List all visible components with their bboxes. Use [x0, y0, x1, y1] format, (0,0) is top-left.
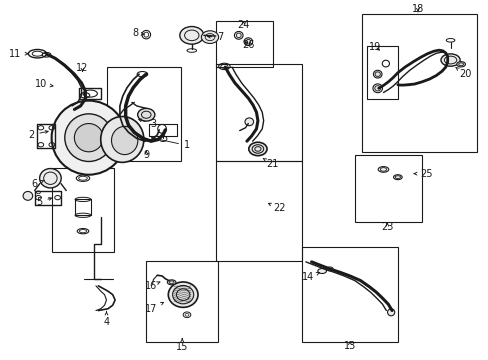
Ellipse shape	[244, 38, 252, 46]
Circle shape	[180, 27, 203, 44]
Text: 4: 4	[103, 311, 109, 327]
Text: 2: 2	[28, 130, 48, 140]
Bar	[215, 21, 273, 67]
Ellipse shape	[393, 175, 401, 180]
Bar	[146, 261, 218, 342]
Text: 14: 14	[301, 272, 319, 282]
Text: 16: 16	[144, 281, 160, 291]
Text: 21: 21	[263, 158, 278, 169]
Ellipse shape	[456, 62, 465, 67]
Ellipse shape	[377, 167, 388, 172]
Circle shape	[137, 108, 155, 121]
Text: 6: 6	[31, 179, 43, 189]
Text: 19: 19	[368, 42, 380, 51]
Text: 20: 20	[455, 67, 470, 79]
Bar	[52, 168, 114, 252]
Text: 1: 1	[151, 137, 190, 150]
Bar	[215, 161, 302, 261]
Bar	[215, 64, 302, 161]
Ellipse shape	[440, 54, 459, 66]
Bar	[107, 67, 181, 161]
Bar	[354, 155, 421, 222]
Ellipse shape	[52, 101, 125, 175]
Text: 24: 24	[237, 21, 249, 31]
Ellipse shape	[168, 282, 198, 307]
Bar	[302, 247, 397, 342]
Ellipse shape	[74, 123, 103, 152]
Ellipse shape	[248, 142, 266, 156]
Text: 12: 12	[76, 63, 88, 73]
Ellipse shape	[167, 280, 176, 285]
Ellipse shape	[64, 114, 112, 162]
Ellipse shape	[111, 126, 138, 154]
Ellipse shape	[373, 70, 381, 78]
Ellipse shape	[40, 168, 61, 188]
Text: 3: 3	[139, 119, 156, 129]
Text: 11: 11	[9, 49, 28, 59]
Ellipse shape	[23, 192, 33, 200]
Ellipse shape	[244, 118, 253, 126]
Text: 10: 10	[35, 79, 53, 89]
Text: 9: 9	[143, 150, 149, 159]
Circle shape	[201, 31, 218, 44]
Text: 18: 18	[411, 4, 423, 14]
Text: 13: 13	[343, 341, 355, 351]
Text: 25: 25	[413, 168, 432, 179]
Text: 26: 26	[242, 40, 254, 50]
Ellipse shape	[101, 117, 143, 162]
Bar	[361, 14, 476, 152]
Text: 8: 8	[132, 28, 144, 38]
Text: 23: 23	[380, 221, 393, 231]
Ellipse shape	[172, 285, 193, 304]
Text: 22: 22	[268, 203, 285, 213]
Bar	[366, 46, 397, 99]
Ellipse shape	[317, 269, 326, 274]
Ellipse shape	[234, 31, 243, 39]
Ellipse shape	[387, 309, 394, 316]
Ellipse shape	[372, 84, 382, 93]
Text: 5: 5	[36, 197, 52, 207]
Text: 15: 15	[176, 339, 188, 351]
Text: 17: 17	[144, 302, 163, 314]
Text: 7: 7	[207, 32, 223, 42]
